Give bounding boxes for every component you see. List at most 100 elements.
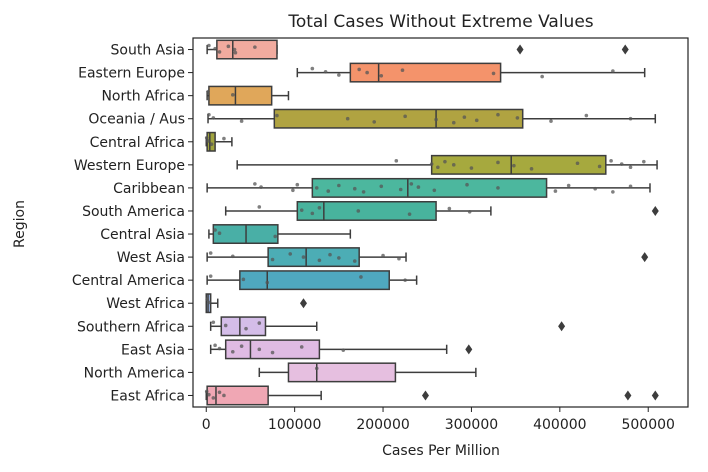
y-tick-label-north-africa: North Africa <box>101 89 185 105</box>
box-west-asia <box>267 247 360 268</box>
data-point-caribbean <box>361 190 366 194</box>
data-point-west-asia <box>381 253 385 258</box>
data-point-eastern-europe <box>357 67 361 72</box>
data-point-caribbean <box>465 182 469 187</box>
data-point-western-europe <box>512 163 516 168</box>
data-point-oceania-aus <box>211 116 216 120</box>
outlier-south-america <box>651 205 659 216</box>
data-point-caribbean <box>337 183 341 188</box>
data-point-oceania-aus <box>584 113 589 118</box>
y-axis-label: Region <box>12 200 28 248</box>
outlier-west-africa <box>299 298 307 309</box>
data-point-western-europe <box>443 159 447 164</box>
data-point-caribbean <box>259 185 263 189</box>
data-point-southern-africa <box>223 323 228 328</box>
y-tick-label-east-asia: East Asia <box>121 342 185 358</box>
data-point-western-europe <box>575 161 580 166</box>
data-point-east-africa <box>204 389 209 394</box>
data-point-east-asia <box>299 345 304 349</box>
data-point-central-asia <box>213 228 217 232</box>
data-point-west-africa <box>205 297 209 302</box>
data-point-central-america <box>265 280 270 285</box>
data-point-eastern-europe <box>491 71 496 76</box>
data-point-eastern-europe <box>323 69 328 74</box>
data-point-oceania-aus <box>628 116 633 121</box>
box-north-america <box>287 362 397 383</box>
x-tick-label: 100000 <box>268 417 321 433</box>
data-point-south-america <box>299 208 304 212</box>
y-tick-label-caribbean: Caribbean <box>113 181 185 197</box>
data-point-west-africa <box>207 300 211 305</box>
data-point-caribbean <box>314 186 319 190</box>
data-point-western-europe <box>429 162 434 166</box>
x-tick-label: 400000 <box>533 417 586 433</box>
data-point-western-europe <box>394 159 399 163</box>
data-point-west-asia <box>397 256 401 261</box>
data-point-caribbean <box>352 186 357 191</box>
data-point-west-asia <box>301 255 306 259</box>
data-point-east-asia <box>257 347 262 352</box>
data-point-east-asia <box>217 346 222 351</box>
y-tick-label-central-america: Central America <box>72 273 185 289</box>
data-point-oceania-aus <box>345 116 350 121</box>
data-point-south-america <box>257 205 262 209</box>
outlier-south-asia <box>621 44 629 55</box>
y-tick-label-central-africa: Central Africa <box>90 135 185 151</box>
data-point-south-asia <box>232 47 237 52</box>
outlier-south-asia <box>516 44 524 55</box>
data-point-western-europe <box>529 167 534 171</box>
data-point-caribbean <box>628 184 633 189</box>
data-point-caribbean <box>326 189 331 193</box>
data-point-north-africa <box>230 93 235 97</box>
data-point-southern-africa <box>257 321 262 325</box>
data-point-east-asia <box>270 350 275 355</box>
data-point-east-africa <box>207 392 211 397</box>
data-point-south-asia <box>217 50 222 54</box>
outlier-east-africa <box>624 390 632 401</box>
data-point-south-asia <box>226 44 231 49</box>
data-point-eastern-europe <box>310 66 315 71</box>
data-point-eastern-europe <box>365 70 369 75</box>
box-south-asia <box>216 39 278 60</box>
data-point-oceania-aus <box>434 117 438 122</box>
y-tick-label-central-asia: Central Asia <box>100 227 185 243</box>
data-point-east-asia <box>239 344 244 348</box>
data-point-caribbean <box>611 190 615 194</box>
data-point-oceania-aus <box>462 115 467 119</box>
data-point-west-asia <box>328 252 332 257</box>
box-oceania-aus <box>273 108 524 129</box>
data-point-caribbean <box>295 182 300 187</box>
data-point-east-asia <box>213 343 217 348</box>
box-southern-africa <box>220 316 267 337</box>
data-point-western-europe <box>597 164 602 169</box>
data-point-west-asia <box>288 252 293 256</box>
data-point-central-america <box>208 274 213 278</box>
data-point-caribbean <box>416 185 421 189</box>
data-point-central-africa <box>206 139 210 143</box>
x-tick-label: 300000 <box>445 417 498 433</box>
data-point-oceania-aus <box>451 120 456 125</box>
outlier-east-asia <box>465 344 473 355</box>
data-point-east-africa <box>222 393 226 398</box>
data-point-oceania-aus <box>239 119 244 123</box>
data-point-oceania-aus <box>474 118 479 123</box>
data-point-western-europe <box>642 159 646 164</box>
box-north-africa <box>208 85 273 106</box>
data-point-south-america <box>310 211 315 216</box>
data-point-south-asia <box>207 43 211 48</box>
x-tick-label: 200000 <box>356 417 409 433</box>
x-tick-label: 0 <box>202 417 211 433</box>
data-point-caribbean <box>409 182 414 186</box>
data-point-central-africa <box>209 142 214 146</box>
data-point-western-europe <box>469 166 474 170</box>
box-south-america <box>296 200 437 221</box>
data-point-western-europe <box>619 162 624 166</box>
data-point-oceania-aus <box>403 114 407 119</box>
y-tick-label-west-africa: West Africa <box>106 296 185 312</box>
data-point-eastern-europe <box>400 68 405 72</box>
data-point-north-africa <box>206 89 210 94</box>
y-tick-label-west-asia: West Asia <box>117 250 185 266</box>
data-point-east-africa <box>211 396 216 400</box>
data-point-south-asia <box>213 46 217 51</box>
